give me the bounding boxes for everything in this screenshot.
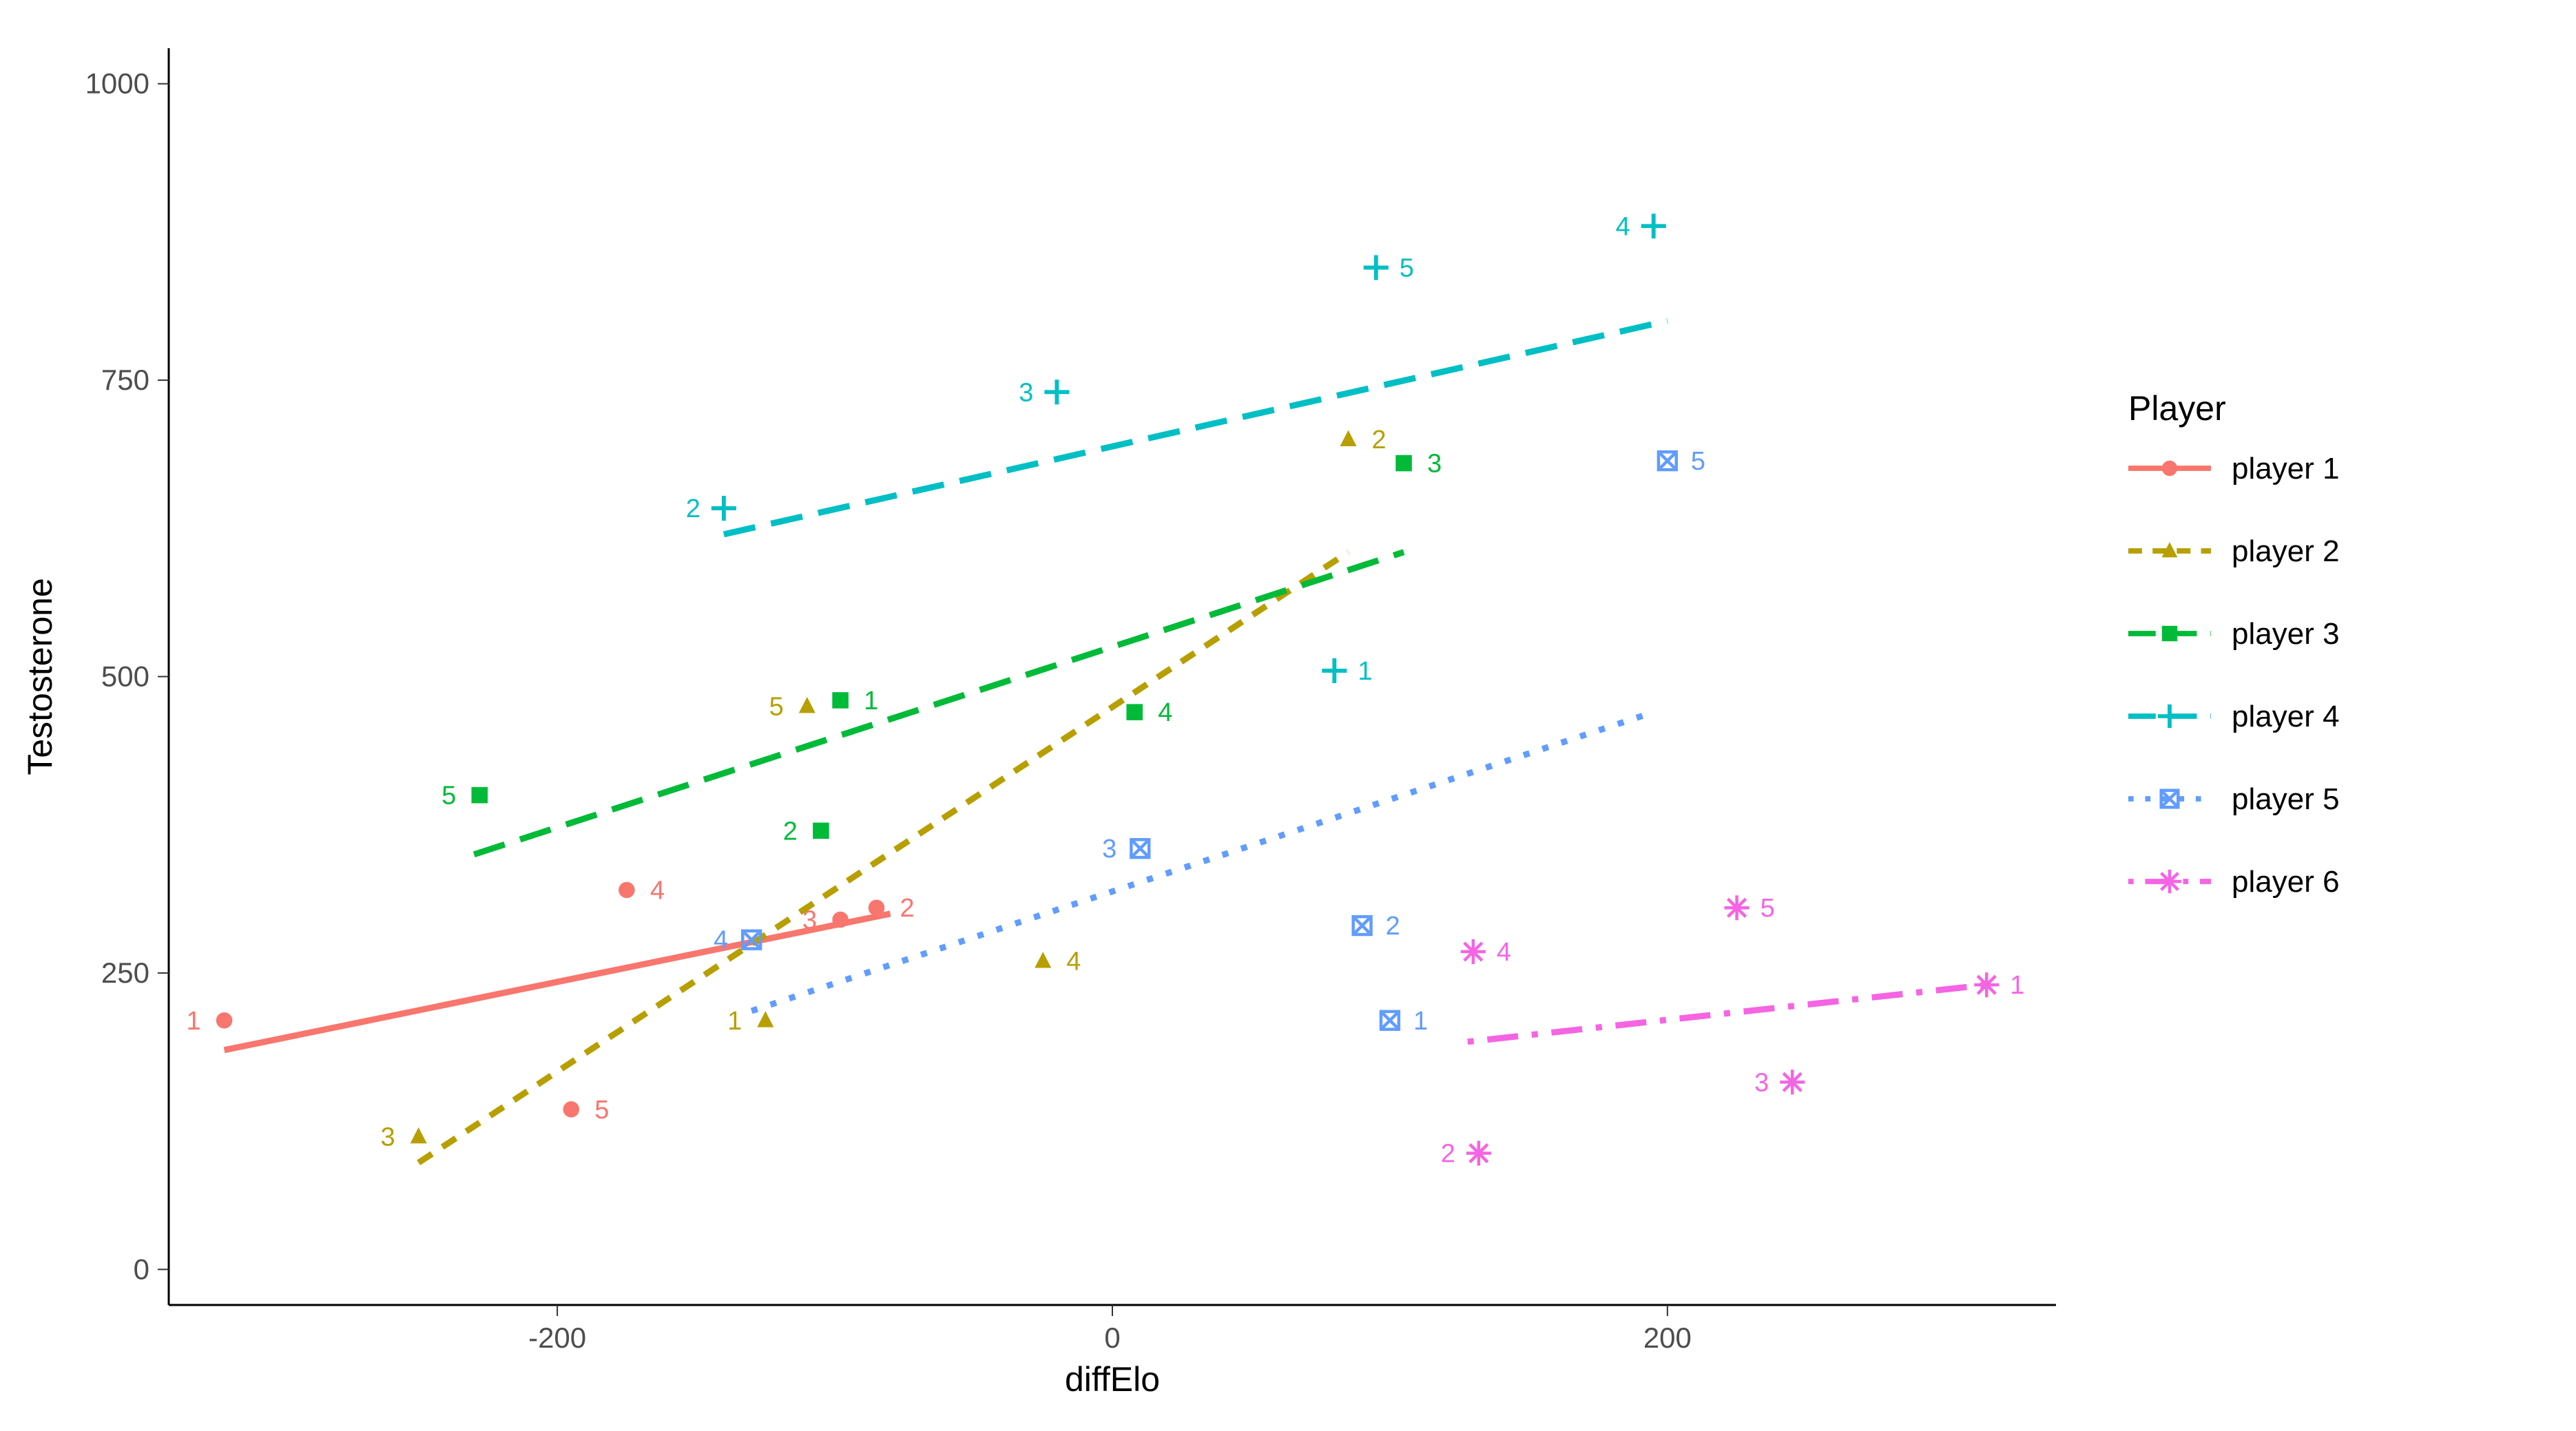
x-axis-title: diffElo <box>1065 1360 1160 1399</box>
data-point <box>1466 1141 1491 1166</box>
point-label: 3 <box>1019 378 1033 407</box>
data-point <box>1974 972 1999 997</box>
point-label: 4 <box>714 926 728 955</box>
legend-item: player 2 <box>2128 534 2340 568</box>
data-point <box>619 882 635 899</box>
legend-item: player 4 <box>2128 700 2340 733</box>
y-tick-label: 250 <box>101 957 149 989</box>
point-label: 5 <box>769 693 784 722</box>
point-label: 1 <box>1413 1007 1428 1036</box>
point-label: 4 <box>1497 938 1511 967</box>
legend-item: player 5 <box>2128 782 2340 816</box>
y-tick-label: 750 <box>101 364 149 396</box>
data-point <box>1395 455 1412 472</box>
point-label: 1 <box>2010 971 2024 1000</box>
point-label: 5 <box>1400 254 1414 283</box>
point-label: 1 <box>186 1007 200 1036</box>
point-label: 3 <box>1754 1068 1769 1097</box>
point-label: 1 <box>1358 657 1372 686</box>
scatter-chart: -200 0 200 0 250 500 750 1000 diffElo Testosteron… <box>0 0 2576 1431</box>
point-label: 4 <box>650 876 665 905</box>
data-point <box>832 692 849 709</box>
point-label: 4 <box>1066 948 1081 976</box>
y-tick-label: 0 <box>134 1253 149 1285</box>
point-label: 5 <box>442 782 456 811</box>
point-label: 3 <box>381 1123 395 1152</box>
legend-item: player 6 <box>2128 865 2340 899</box>
chart-container: -200 0 200 0 250 500 750 1000 diffElo Testosteron… <box>0 0 2576 1431</box>
point-label: 2 <box>686 494 700 523</box>
point-label: 5 <box>1760 894 1775 923</box>
data-point <box>563 1101 579 1118</box>
data-point <box>472 787 488 804</box>
legend-item: player 3 <box>2128 617 2340 651</box>
x-tick-label: -200 <box>528 1322 586 1354</box>
legend-label: player 5 <box>2232 782 2340 816</box>
data-point <box>869 899 885 916</box>
legend-label: player 3 <box>2232 617 2340 651</box>
data-point <box>1725 895 1749 920</box>
point-label: 4 <box>1158 698 1172 727</box>
point-label: 5 <box>1691 447 1705 476</box>
y-tick-label: 1000 <box>85 67 149 100</box>
x-tick-label: 200 <box>1643 1322 1692 1354</box>
x-tick-label: 0 <box>1104 1322 1120 1354</box>
data-point <box>1461 939 1486 964</box>
legend-label: player 6 <box>2232 865 2340 899</box>
point-label: 3 <box>1427 450 1442 479</box>
y-axis-title: Testosterone <box>21 578 59 775</box>
data-point <box>1126 704 1143 720</box>
data-point <box>216 1012 233 1029</box>
point-label: 4 <box>1616 212 1630 241</box>
legend-label: player 2 <box>2232 534 2340 568</box>
point-label: 2 <box>1441 1140 1455 1169</box>
point-label: 1 <box>727 1007 742 1036</box>
legend-item: player 1 <box>2128 452 2340 485</box>
plot-panel <box>169 48 2056 1305</box>
point-label: 2 <box>900 894 915 923</box>
point-label: 5 <box>594 1096 609 1125</box>
data-point <box>813 823 829 839</box>
legend-label: player 1 <box>2232 452 2340 485</box>
point-label: 2 <box>1386 912 1400 941</box>
data-point <box>1780 1069 1805 1094</box>
point-label: 3 <box>1102 835 1116 864</box>
y-tick-label: 500 <box>101 660 149 693</box>
legend-label: player 4 <box>2232 700 2340 733</box>
data-point <box>832 912 849 928</box>
point-label: 1 <box>864 687 878 716</box>
legend-title: Player <box>2128 389 2226 428</box>
point-label: 2 <box>1372 426 1386 455</box>
point-label: 2 <box>783 817 798 846</box>
